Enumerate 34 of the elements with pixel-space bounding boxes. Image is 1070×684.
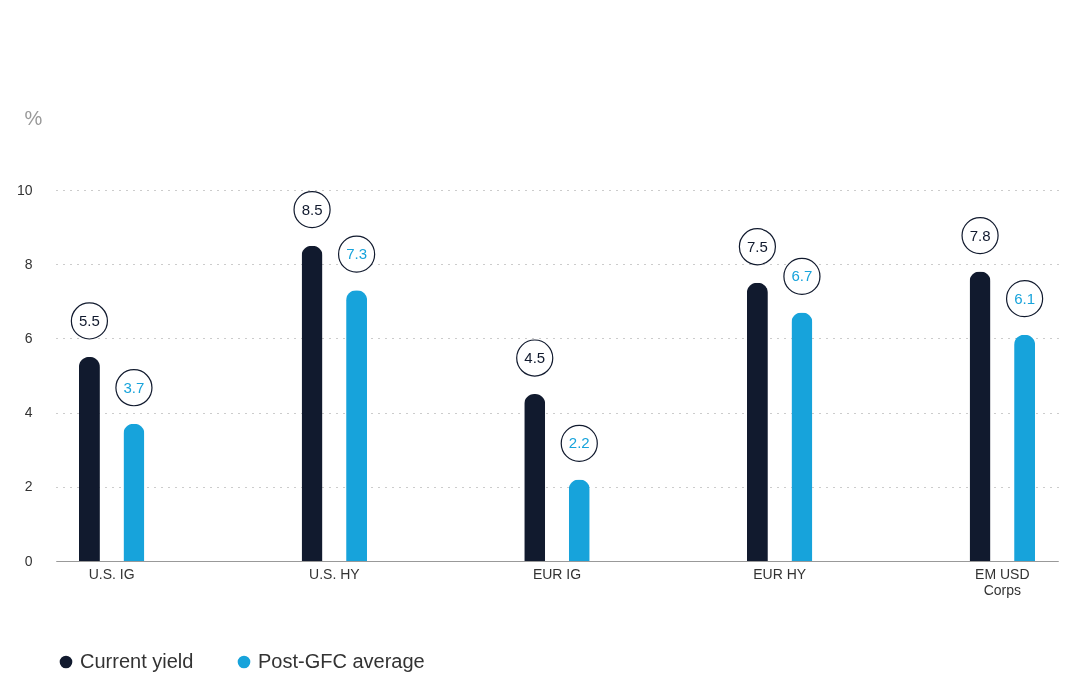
bar <box>78 356 100 561</box>
data-label: 7.5 <box>746 237 768 255</box>
legend-label: Current yield <box>80 650 194 672</box>
bar <box>791 312 813 561</box>
data-label: 7.8 <box>969 226 991 244</box>
x-tick-label: EUR IG <box>532 565 582 582</box>
data-label: 2.2 <box>568 434 590 452</box>
bar <box>123 423 145 561</box>
data-label: 7.3 <box>346 245 368 263</box>
y-tick-label: 4 <box>24 404 33 421</box>
bar <box>524 394 546 561</box>
y-tick-label: 10 <box>16 181 33 198</box>
y-axis-title: % <box>24 106 43 129</box>
data-label: 5.5 <box>78 311 100 329</box>
data-label: 6.7 <box>791 267 813 285</box>
x-tick-label: EM USD Corps <box>975 565 1030 598</box>
bar <box>301 245 323 561</box>
bar <box>969 271 991 561</box>
bar <box>746 282 768 561</box>
bar <box>568 479 590 561</box>
data-label: 4.5 <box>524 349 546 367</box>
x-tick-label: U.S. IG <box>88 565 135 582</box>
x-tick-label: EUR HY <box>753 565 807 582</box>
bar <box>346 290 368 561</box>
data-label: 8.5 <box>301 200 323 218</box>
bar <box>1014 334 1036 561</box>
legend-label: Post-GFC average <box>258 650 425 672</box>
data-label: 6.1 <box>1014 289 1036 307</box>
x-tick-label: U.S. HY <box>309 565 361 582</box>
y-tick-label: 2 <box>24 478 33 495</box>
y-tick-label: 6 <box>24 329 33 346</box>
y-tick-label: 0 <box>24 552 33 569</box>
data-label: 3.7 <box>123 378 145 396</box>
y-tick-label: 8 <box>24 255 33 272</box>
